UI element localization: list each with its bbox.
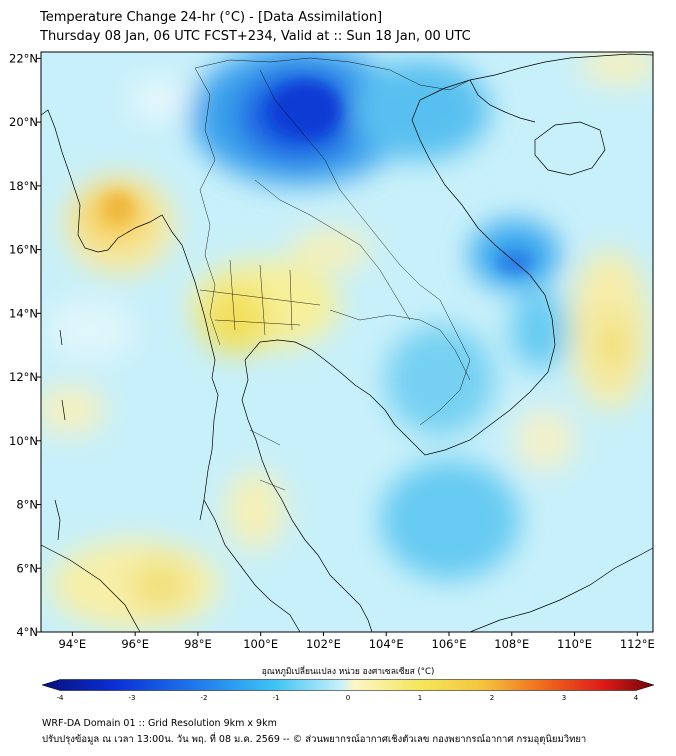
field-cool-core <box>270 82 340 138</box>
borders <box>194 57 471 491</box>
colorbar-tick-label: 1 <box>418 694 422 702</box>
coastline-hainan <box>534 121 606 176</box>
border-vietnam-cambodia <box>419 299 471 426</box>
field-cool-blob <box>385 325 495 435</box>
coastline-peninsula-east <box>241 359 373 632</box>
colorbar-tick-label: 4 <box>634 694 639 702</box>
y-axis-tick-label: 16°N <box>9 243 38 257</box>
colorbar-tick-label: 0 <box>346 694 350 702</box>
colorbar-tick-label: 3 <box>562 694 566 702</box>
field-warm-blob <box>580 52 653 85</box>
field-cool-blob <box>510 290 570 370</box>
y-axis-tick-label: 12°N <box>9 370 38 384</box>
x-axis-tick-label: 102°E <box>306 637 341 651</box>
y-axis-tick-label: 8°N <box>16 498 38 512</box>
coastline-myanmar-bay <box>41 109 219 521</box>
coastline-sumatra <box>41 544 141 632</box>
map-axes: 94°E 96°E 98°E 100°E 102°E 104°E 106°E 108°E 110… <box>9 51 655 651</box>
x-axis-tick-label: 108°E <box>494 637 529 651</box>
footer-model-info: WRF-DA Domain 01 :: Grid Resolution 9km … <box>42 718 277 729</box>
y-axis-tick-label: 4°N <box>16 625 38 639</box>
x-axis-tick-label: 112°E <box>620 637 655 651</box>
field-warm-blob <box>130 560 190 610</box>
colorbar-tick-label: -3 <box>129 694 136 702</box>
footer-credit: ปรับปรุงข้อมูล ณ เวลา 13:00น. วัน พฤ. ที… <box>42 734 587 745</box>
border-myanmar-thailand <box>194 67 221 346</box>
y-axis-tick-label: 6°N <box>16 561 38 575</box>
coastline-andaman <box>54 329 66 541</box>
x-axis-tick-label: 98°E <box>184 637 212 651</box>
y-axis-tick-label: 22°N <box>9 51 38 65</box>
x-axis-tick-label: 94°E <box>59 637 87 651</box>
colorbar-tick-label: 2 <box>490 694 494 702</box>
field-cool-blob <box>45 300 135 360</box>
x-axis-tick-label: 100°E <box>243 637 278 651</box>
x-axis-tick-label: 110°E <box>557 637 592 651</box>
field-cool-blob <box>130 80 190 120</box>
field-warm-blob <box>515 410 575 470</box>
coastline-vietnam <box>394 53 653 456</box>
coastline-peninsula-west <box>203 499 301 632</box>
map-subtitle: Thursday 08 Jan, 06 UTC FCST+234, Valid … <box>40 29 471 44</box>
y-axis-tick-label: 10°N <box>9 434 38 448</box>
coastline-gulf-thailand <box>244 339 396 426</box>
colorbar-ticks: -4 -3 -2 -1 0 1 2 3 4 <box>57 694 639 702</box>
coastlines <box>41 53 653 632</box>
x-axis-tick-label: 96°E <box>121 637 149 651</box>
field-warm-blob <box>225 470 285 550</box>
colorbar-bar <box>41 679 655 691</box>
y-axis-tick-label: 20°N <box>9 115 38 129</box>
colorbar-tick-label: -4 <box>57 694 65 702</box>
colorbar-label: อุณหภูมิเปลี่ยนแปลง หน่วย องศาเซลเซียส (… <box>262 665 435 677</box>
field-warm-core <box>102 192 134 224</box>
coastline-borneo <box>469 547 653 632</box>
border-provinces <box>199 259 321 491</box>
map-title: Temperature Change 24-hr (°C) - [Data As… <box>40 10 383 25</box>
y-axis-tick-label: 18°N <box>9 179 38 193</box>
y-axis-tick-label: 14°N <box>9 306 38 320</box>
x-axis-tick-label: 104°E <box>369 637 404 651</box>
field-cool-blob <box>350 60 490 160</box>
map-plot[interactable]: 94°E 96°E 98°E 100°E 102°E 104°E 106°E 108°E 110… <box>0 0 676 660</box>
x-axis-tick-label: 106°E <box>432 637 467 651</box>
field-warm-blob <box>594 315 630 375</box>
field-warm-blob <box>200 285 270 355</box>
colorbar: อุณหภูมิเปลี่ยนแปลง หน่วย องศาเซลเซียส (… <box>41 665 655 702</box>
border-thailand-laos <box>254 179 411 321</box>
colorbar-tick-label: -1 <box>273 694 280 702</box>
field-cool-blob <box>380 460 520 580</box>
colorbar-tick-label: -2 <box>201 694 208 702</box>
map-plot-area <box>41 52 653 632</box>
field-warm-blob <box>41 385 105 435</box>
border-laos <box>259 69 441 301</box>
border-china <box>194 57 471 91</box>
field-warm-blob <box>290 230 370 270</box>
coastline-gulf-tonkin <box>469 79 536 123</box>
plot-frame <box>40 51 654 633</box>
border-thailand-cambodia <box>329 309 471 381</box>
